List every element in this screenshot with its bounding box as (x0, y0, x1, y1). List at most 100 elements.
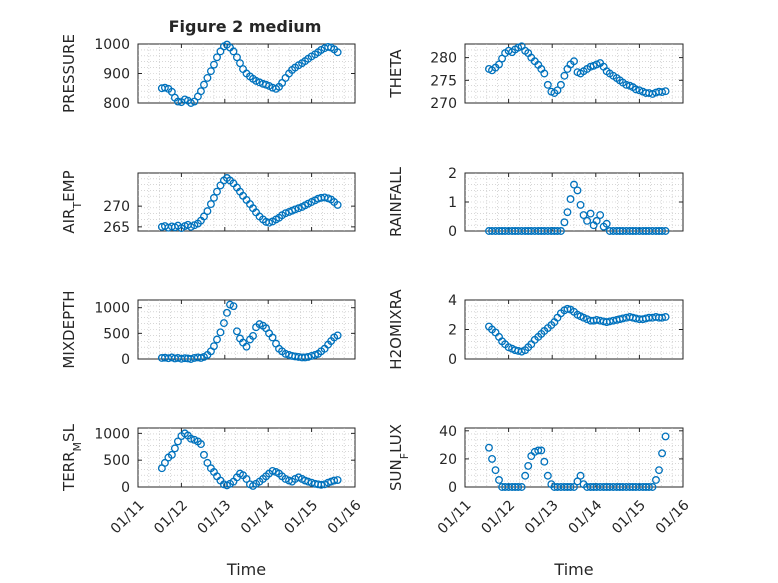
y-tick-label: 280 (430, 51, 457, 67)
data-point (203, 458, 212, 467)
data-point (186, 355, 195, 363)
figure-title: Figure 2 medium (169, 17, 322, 36)
data-point (521, 471, 530, 480)
data-point (570, 180, 578, 189)
data-point (200, 212, 208, 221)
data-point (206, 200, 215, 209)
data-point (605, 317, 614, 326)
data-point (543, 80, 552, 89)
data-point (566, 483, 575, 491)
x-axis-label: Time (553, 560, 593, 579)
data-point (170, 444, 179, 453)
data-point (167, 450, 176, 459)
data-point (242, 475, 251, 483)
data-point (294, 204, 303, 213)
data-point (268, 333, 277, 342)
data-point (213, 53, 221, 62)
y-tick-label: 4 (448, 293, 457, 309)
series-points (157, 174, 342, 233)
data-point (661, 227, 670, 235)
data-point (602, 219, 611, 228)
data-point (233, 327, 241, 336)
data-point (206, 67, 215, 76)
data-point (576, 200, 585, 209)
data-point (596, 211, 605, 219)
data-point (583, 216, 592, 225)
data-point (330, 476, 339, 485)
series-points (485, 180, 670, 235)
data-point (560, 218, 569, 227)
data-point (514, 483, 523, 491)
y-tick-label: 270 (430, 96, 457, 112)
series-points (485, 304, 670, 356)
data-point (495, 60, 503, 69)
data-point (160, 83, 169, 92)
data-point (543, 471, 552, 480)
data-point (553, 86, 562, 95)
data-point (534, 446, 543, 455)
y-tick-label: 1000 (94, 426, 130, 442)
grid (138, 44, 355, 103)
data-point (579, 211, 588, 219)
data-point (233, 53, 241, 62)
data-point (223, 308, 231, 317)
grid (465, 300, 683, 359)
y-tick-label: 800 (103, 96, 130, 112)
data-point (268, 466, 277, 475)
subplot-1: 800 900 1000 PRESSURE (60, 34, 356, 113)
y-axis-label: SUNFLUX (387, 424, 411, 491)
y-tick-label: 0 (121, 480, 130, 496)
data-point (209, 342, 218, 351)
data-point (631, 85, 640, 94)
x-axis-label: Time (226, 560, 266, 579)
y-tick-label: 2 (448, 166, 457, 182)
subplot-2: 270 275 280 THETA (387, 42, 684, 112)
data-point (200, 80, 208, 89)
data-point (219, 319, 228, 328)
data-point (491, 466, 500, 475)
data-point (203, 73, 212, 82)
data-point (622, 80, 631, 89)
data-point (573, 186, 582, 195)
grid (465, 173, 683, 231)
data-point (173, 97, 182, 106)
series-points (485, 432, 670, 491)
data-point (203, 207, 212, 216)
data-point (209, 193, 218, 202)
y-tick-label: 900 (103, 67, 130, 83)
data-point (186, 434, 195, 443)
data-point (570, 57, 578, 66)
y-tick-label: 1 (448, 195, 457, 211)
data-point (281, 209, 290, 218)
data-point (173, 437, 182, 446)
data-point (517, 483, 526, 491)
data-point (333, 476, 342, 484)
data-point (485, 443, 493, 452)
data-point (495, 476, 503, 484)
y-tick-label: 500 (103, 453, 130, 469)
subplot-5: 0 500 1000 MIXDEPTH (60, 290, 356, 369)
data-point (333, 48, 342, 57)
data-point (265, 218, 274, 227)
y-tick-label: 270 (103, 199, 130, 215)
grid (138, 173, 355, 231)
data-point (196, 87, 205, 96)
data-point (661, 87, 670, 96)
data-point (648, 483, 657, 491)
series-points (157, 429, 342, 490)
y-axis-label: TERRMSL (60, 423, 84, 492)
y-tick-label: 0 (121, 352, 130, 368)
data-point (249, 331, 257, 340)
data-point (514, 43, 523, 52)
data-point (167, 87, 176, 96)
y-axis-label: PRESSURE (60, 34, 78, 113)
subplot-3: 265 270 AIRTEMP (60, 170, 356, 236)
data-point (524, 461, 533, 470)
data-point (291, 205, 300, 214)
data-point (229, 47, 238, 56)
data-point (304, 477, 313, 486)
data-point (570, 483, 578, 491)
data-point (540, 69, 549, 78)
y-tick-label: 275 (430, 73, 457, 89)
